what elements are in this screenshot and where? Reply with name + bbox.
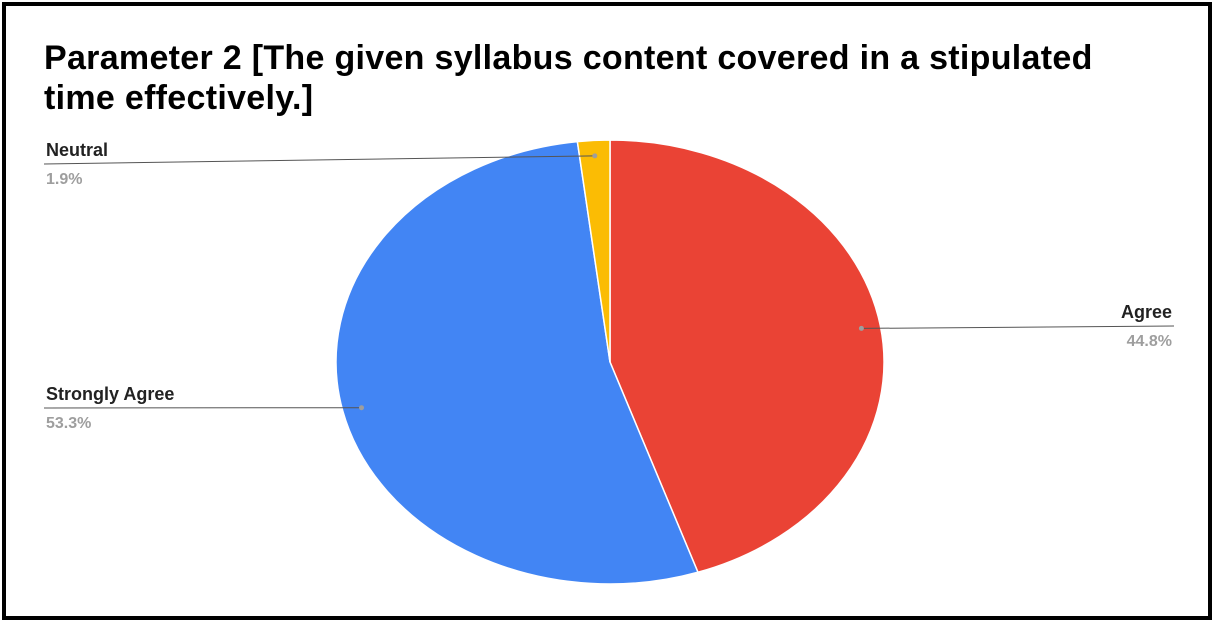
slice-labels: Agree 44.8% Strongly Agree 53.3% Neutral 1.9% (46, 140, 1172, 432)
chart-title: Parameter 2 [The given syllabus content … (44, 39, 1093, 117)
slice-percent-neutral: 1.9% (46, 171, 82, 188)
pie-slice-agree[interactable] (609, 139, 885, 574)
pie-slice-neutral[interactable] (576, 139, 611, 363)
leader-dot-neutral (592, 153, 598, 159)
leader-line-agree (861, 325, 1175, 329)
slice-percent-agree: 44.8% (1127, 333, 1172, 350)
leader-line-neutral (43, 155, 595, 165)
leader-dot-agree (858, 325, 864, 331)
pie-slices (335, 139, 885, 585)
slice-label-neutral: Neutral (46, 140, 108, 160)
slice-percent-strongly-agree: 53.3% (46, 415, 91, 432)
leader-dot-strongly-agree (359, 405, 364, 411)
slice-label-agree: Agree (1121, 302, 1172, 322)
slice-label-strongly-agree: Strongly Agree (46, 384, 174, 404)
pie-slice-strongly-agree[interactable] (335, 140, 699, 585)
leader-lines (43, 153, 1175, 411)
